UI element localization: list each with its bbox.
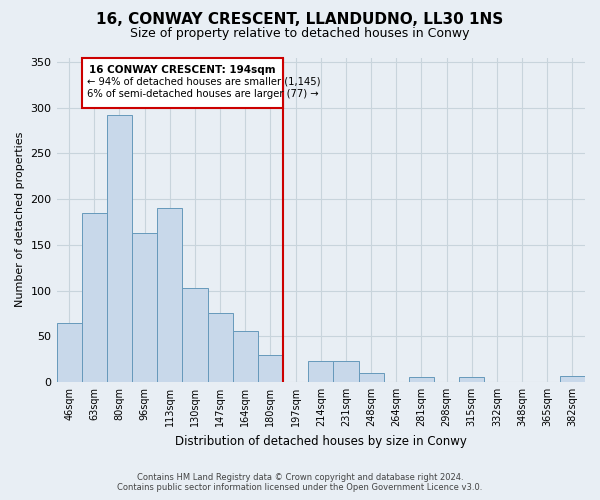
Bar [132,233,157,382]
Bar [308,361,334,382]
Text: ← 94% of detached houses are smaller (1,145): ← 94% of detached houses are smaller (1,… [87,76,320,86]
Bar [334,361,359,382]
Bar [560,376,585,382]
Y-axis label: Number of detached properties: Number of detached properties [15,132,25,308]
Bar [409,378,434,382]
Text: Size of property relative to detached houses in Conwy: Size of property relative to detached ho… [130,28,470,40]
Bar [82,213,107,382]
Bar [157,208,182,382]
Bar [359,373,383,382]
Text: 16, CONWAY CRESCENT, LLANDUDNO, LL30 1NS: 16, CONWAY CRESCENT, LLANDUDNO, LL30 1NS [97,12,503,28]
Bar [56,322,82,382]
Bar [107,115,132,382]
Bar [208,312,233,382]
Bar [459,378,484,382]
Bar [182,288,208,382]
Text: 6% of semi-detached houses are larger (77) →: 6% of semi-detached houses are larger (7… [87,88,319,99]
Bar [233,331,258,382]
X-axis label: Distribution of detached houses by size in Conwy: Distribution of detached houses by size … [175,434,467,448]
Text: Contains HM Land Registry data © Crown copyright and database right 2024.
Contai: Contains HM Land Registry data © Crown c… [118,473,482,492]
Bar [258,354,283,382]
Text: 16 CONWAY CRESCENT: 194sqm: 16 CONWAY CRESCENT: 194sqm [89,65,275,75]
FancyBboxPatch shape [82,58,283,108]
